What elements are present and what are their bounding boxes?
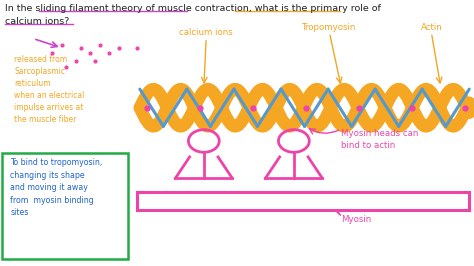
Text: Myosin heads can
bind to actin: Myosin heads can bind to actin xyxy=(341,129,419,150)
Text: calcium ions: calcium ions xyxy=(179,28,233,37)
Text: calcium ions?: calcium ions? xyxy=(5,17,69,26)
Text: released from
Sarcoplasmic
reticulum
when an electrical
impulse arrives at
the m: released from Sarcoplasmic reticulum whe… xyxy=(14,55,84,124)
Text: Actin: Actin xyxy=(420,23,442,32)
Text: To bind to tropomyosin,
changing its shape
and moving it away
from  myosin bindi: To bind to tropomyosin, changing its sha… xyxy=(10,158,103,217)
Text: In the sliding filament theory of muscle contraction, what is the primary role o: In the sliding filament theory of muscle… xyxy=(5,4,381,13)
Text: Myosin: Myosin xyxy=(341,215,372,224)
Text: Tropomyosin: Tropomyosin xyxy=(302,23,356,32)
